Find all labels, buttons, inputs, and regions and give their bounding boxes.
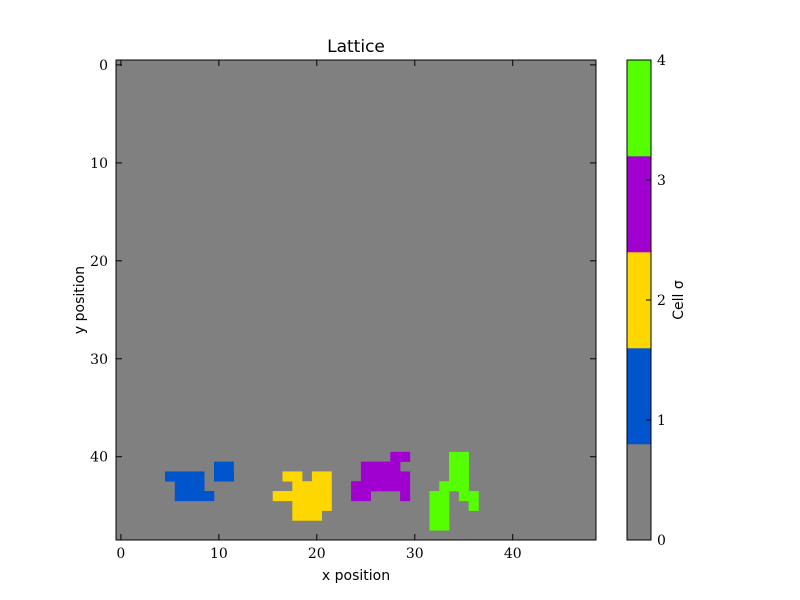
plot-frame [115,59,597,541]
cell-sigma-1 [184,481,205,492]
y-tick-label: 20 [90,254,108,270]
cell-sigma-3 [360,471,411,482]
cell-sigma-4 [439,481,469,492]
colorbar-band-1 [627,348,651,445]
colorbar-band-4 [627,60,651,157]
cell-sigma-2 [282,471,303,482]
cell-sigma-3 [351,481,411,492]
cell-sigma-4 [449,461,469,472]
plot-background [116,60,596,540]
cell-sigma-4 [449,471,469,482]
cell-sigma-2 [292,481,332,492]
cell-sigma-1 [174,481,185,492]
colorbar-label: Cell σ [671,280,687,320]
cell-sigma-2 [272,491,332,502]
cell-sigma-4 [429,500,450,511]
y-tick-label: 30 [90,352,108,368]
cell-sigma-2 [292,500,332,511]
cell-sigma-4 [449,451,469,462]
cell-sigma-3 [400,491,411,502]
cell-sigma-4 [429,491,450,502]
cell-sigma-1 [223,471,234,482]
colorbar [627,60,651,541]
cell-sigma-3 [360,461,401,472]
x-tick-label: 20 [308,546,326,562]
colorbar-tick-label: 2 [657,293,666,309]
x-tick-label: 30 [406,546,424,562]
x-tick-label: 40 [504,546,522,562]
x-tick-label: 10 [210,546,228,562]
y-axis-label: y position [72,266,88,334]
cell-sigma-1 [164,471,205,482]
y-tick-label: 0 [99,58,108,74]
x-axis-label: x position [322,568,390,584]
cell-sigma-4 [458,491,479,502]
colorbar-tick-label: 0 [657,533,666,549]
colorbar-band-3 [627,156,651,253]
cell-sigma-2 [292,510,323,521]
y-ticks: 0 10 20 30 40 [90,58,596,466]
cell-sigma-4 [468,500,479,511]
cell-sigma-1 [174,491,215,502]
cells-layer [164,451,479,531]
cell-sigma-2 [311,471,332,482]
cell-sigma-4 [429,520,450,531]
y-tick-label: 40 [90,450,108,466]
x-ticks: 0 10 20 30 40 [116,60,522,562]
colorbar-band-0 [627,444,651,541]
y-tick-label: 10 [90,156,108,172]
chart-title: Lattice [327,37,385,57]
cell-sigma-3 [390,451,411,462]
colorbar-tick-label: 1 [657,413,666,429]
colorbar-tick-label: 3 [657,173,666,189]
colorbar-ticks: 0 1 2 3 4 [646,53,666,549]
cell-sigma-4 [429,510,450,521]
x-tick-label: 0 [116,546,125,562]
cell-sigma-1 [213,461,234,472]
cell-sigma-3 [351,491,371,502]
colorbar-tick-label: 4 [657,53,666,69]
